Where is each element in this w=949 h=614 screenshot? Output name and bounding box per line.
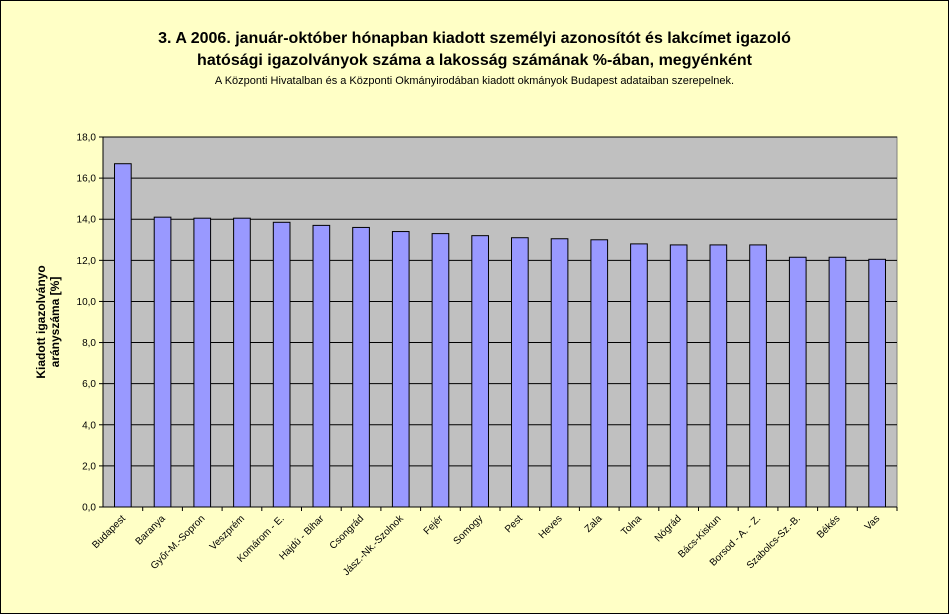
- x-tick-label: Budapest: [90, 513, 128, 551]
- x-tick-label: Heves: [537, 513, 565, 541]
- chart-title-line-1: 3. A 2006. január-október hónapban kiado…: [158, 30, 791, 47]
- x-tick-label: Pest: [503, 513, 525, 535]
- y-tick-label: 18,0: [77, 133, 97, 144]
- bar: [233, 217, 251, 508]
- chart-subtitle: A Központi Hivatalban és a Központi Okmá…: [214, 75, 735, 87]
- x-tick-label: Somogy: [452, 513, 486, 547]
- y-tick-label: 2,0: [82, 461, 96, 472]
- bar: [709, 244, 728, 508]
- bar: [312, 224, 331, 508]
- bar: [788, 256, 807, 508]
- bar: [669, 244, 688, 508]
- bar: [193, 217, 212, 508]
- x-tick-label: Békés: [815, 513, 842, 540]
- y-tick-label: 6,0: [82, 379, 96, 390]
- y-tick-label: 4,0: [82, 420, 96, 431]
- x-tick-label: Veszprém: [208, 513, 247, 552]
- bar: [828, 256, 847, 508]
- bar: [114, 163, 132, 508]
- chart-title-line-2: hatósági igazolványok száma a lakosság s…: [197, 52, 752, 69]
- x-tick-label: Tolna: [619, 513, 644, 538]
- x-tick-label: Baranya: [134, 513, 168, 547]
- x-tick-label: Vas: [863, 513, 882, 532]
- bar: [550, 238, 569, 508]
- y-tick-label: 16,0: [77, 174, 97, 185]
- plot-area: [102, 136, 898, 508]
- y-tick-label: 8,0: [82, 338, 96, 349]
- y-tick-label: 10,0: [77, 297, 97, 308]
- x-tick-label: Fejér: [422, 513, 446, 537]
- bar: [511, 237, 529, 508]
- bar: [431, 233, 450, 508]
- bar: [868, 258, 886, 508]
- x-tick-label: Zala: [583, 513, 605, 535]
- y-tick-label: 14,0: [77, 215, 97, 226]
- x-tick-label: Nógrád: [653, 513, 684, 544]
- bar: [471, 235, 489, 508]
- y-tick-label: 0,0: [82, 503, 96, 514]
- bar: [630, 243, 648, 508]
- bar: [153, 216, 172, 508]
- bar: [749, 244, 767, 508]
- bar: [272, 221, 291, 508]
- y-tick-label: 12,0: [77, 256, 97, 267]
- x-tick-label: Csongrád: [328, 513, 366, 551]
- bar: [352, 226, 370, 508]
- bar: [590, 239, 609, 508]
- bar: [391, 231, 410, 508]
